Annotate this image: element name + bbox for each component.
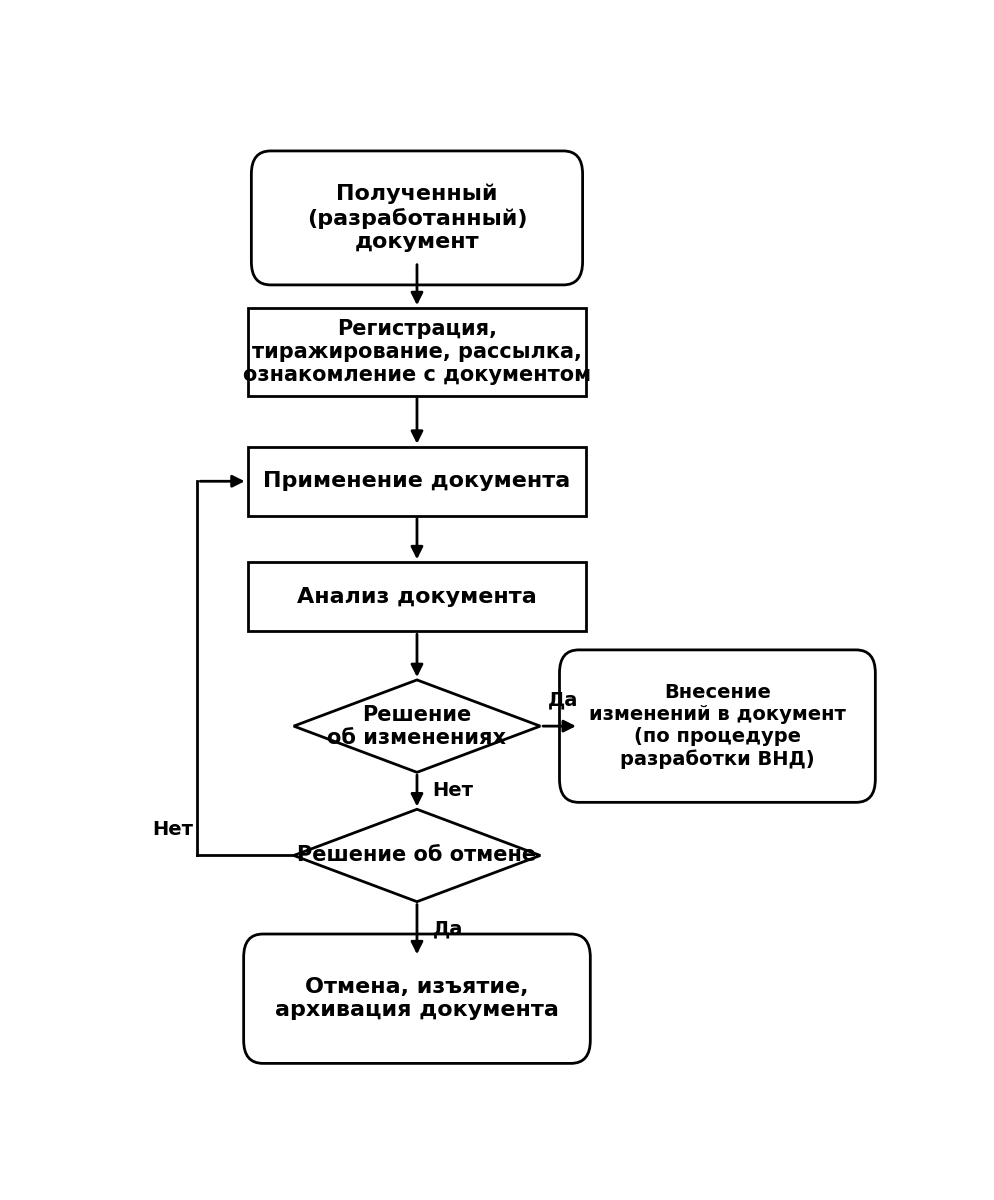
- Bar: [248, 562, 586, 631]
- Bar: [248, 308, 586, 396]
- Polygon shape: [294, 809, 541, 901]
- Polygon shape: [294, 680, 541, 773]
- Text: Внесение
изменений в документ
(по процедуре
разработки ВНД): Внесение изменений в документ (по процед…: [589, 683, 846, 769]
- Text: Да: Да: [432, 920, 463, 938]
- FancyBboxPatch shape: [251, 151, 582, 284]
- Text: Нет: Нет: [153, 820, 194, 839]
- FancyBboxPatch shape: [560, 650, 876, 803]
- FancyBboxPatch shape: [244, 934, 590, 1063]
- Text: Да: Да: [548, 690, 579, 709]
- Text: Решение об отмене: Решение об отмене: [297, 846, 537, 865]
- Text: Применение документа: Применение документа: [263, 472, 571, 491]
- Text: Отмена, изъятие,
архивация документа: Отмена, изъятие, архивация документа: [275, 977, 559, 1020]
- Bar: [248, 446, 586, 516]
- Text: Анализ документа: Анализ документа: [297, 587, 537, 607]
- Text: Полученный
(разработанный)
документ: Полученный (разработанный) документ: [307, 184, 527, 252]
- Text: Нет: Нет: [432, 781, 473, 800]
- Text: Регистрация,
тиражирование, рассылка,
ознакомление с документом: Регистрация, тиражирование, рассылка, оз…: [243, 319, 591, 385]
- Text: Решение
об изменениях: Решение об изменениях: [327, 704, 507, 748]
